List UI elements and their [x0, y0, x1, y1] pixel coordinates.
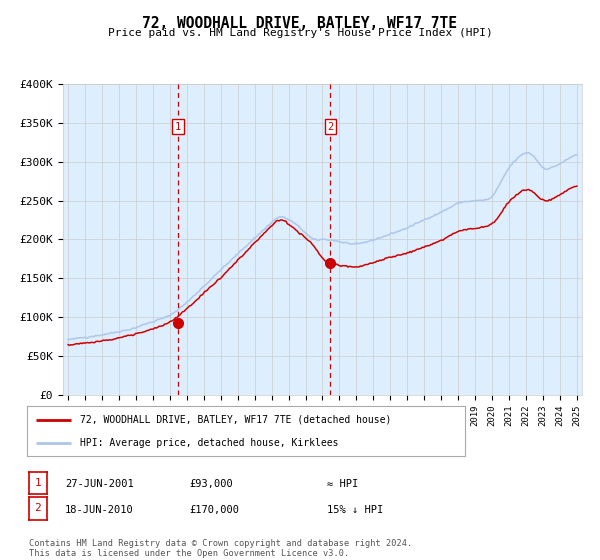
Text: ≈ HPI: ≈ HPI [327, 479, 358, 489]
Text: Contains HM Land Registry data © Crown copyright and database right 2024.
This d: Contains HM Land Registry data © Crown c… [29, 539, 412, 558]
Text: £93,000: £93,000 [189, 479, 233, 489]
Text: 18-JUN-2010: 18-JUN-2010 [65, 505, 134, 515]
Text: Price paid vs. HM Land Registry's House Price Index (HPI): Price paid vs. HM Land Registry's House … [107, 28, 493, 38]
Text: 1: 1 [175, 122, 181, 132]
Text: 15% ↓ HPI: 15% ↓ HPI [327, 505, 383, 515]
Text: 27-JUN-2001: 27-JUN-2001 [65, 479, 134, 489]
Text: 2: 2 [34, 503, 41, 514]
Text: HPI: Average price, detached house, Kirklees: HPI: Average price, detached house, Kirk… [80, 438, 338, 448]
Text: 72, WOODHALL DRIVE, BATLEY, WF17 7TE (detached house): 72, WOODHALL DRIVE, BATLEY, WF17 7TE (de… [80, 414, 391, 424]
Text: 1: 1 [34, 478, 41, 488]
Text: 72, WOODHALL DRIVE, BATLEY, WF17 7TE: 72, WOODHALL DRIVE, BATLEY, WF17 7TE [143, 16, 458, 31]
Text: £170,000: £170,000 [189, 505, 239, 515]
Text: 2: 2 [327, 122, 334, 132]
